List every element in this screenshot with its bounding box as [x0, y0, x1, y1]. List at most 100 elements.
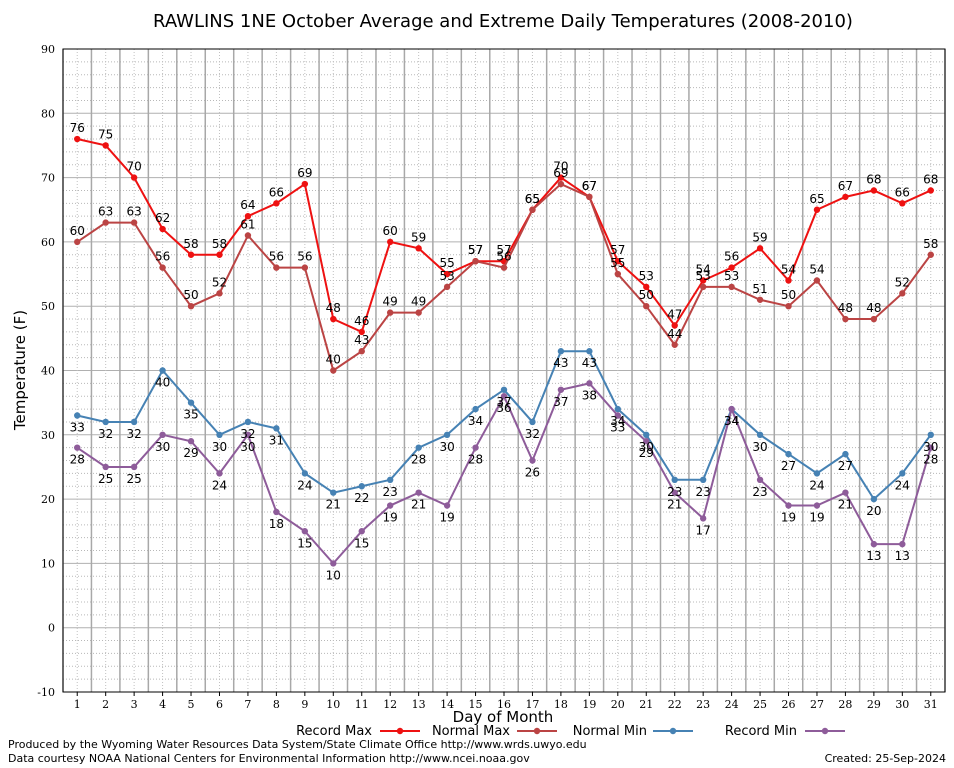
data-label: 59 [752, 230, 767, 244]
data-label: 28 [411, 453, 426, 467]
data-label: 54 [781, 262, 796, 276]
data-point [927, 251, 934, 258]
data-label: 30 [155, 440, 170, 454]
data-label: 35 [183, 408, 198, 422]
data-point [614, 405, 622, 413]
x-axis-ticks: 1 2 3 4 5 6 7 8 9 10 11 12 13 14 15 16 17 18 19 20 21 22 23 24 2… [74, 692, 938, 711]
data-label: 25 [98, 472, 113, 486]
data-point [216, 431, 223, 438]
data-label: 56 [155, 250, 170, 264]
data-point [643, 303, 650, 310]
data-point [671, 489, 678, 496]
data-point [187, 438, 195, 445]
data-point [529, 457, 536, 464]
data-point [358, 348, 365, 355]
data-label: 67 [582, 179, 597, 193]
data-label: 76 [70, 121, 85, 135]
data-point [500, 393, 508, 400]
data-point [500, 386, 508, 393]
x-tick-label: 18 [554, 698, 568, 711]
y-axis-ticks: -10 0 10 20 30 40 50 60 70 80 90 [37, 43, 55, 699]
data-point [927, 431, 934, 438]
data-point [557, 348, 565, 355]
data-label: 68 [923, 172, 938, 186]
legend-item: Normal Max [432, 724, 557, 739]
x-tick-label: 11 [355, 698, 369, 711]
data-label: 20 [866, 504, 881, 518]
data-label: 62 [155, 211, 170, 225]
data-point [472, 444, 479, 451]
data-point [927, 444, 934, 451]
footer-produced-by: Produced by the Wyoming Water Resources … [8, 738, 587, 751]
data-point [671, 322, 678, 329]
x-tick-label: 15 [469, 698, 483, 711]
data-point [187, 399, 195, 406]
data-point [927, 187, 934, 194]
data-point [899, 470, 906, 477]
data-label: 59 [411, 230, 426, 244]
data-label: 32 [240, 427, 255, 441]
data-label: 64 [240, 198, 255, 212]
data-point [386, 476, 394, 484]
data-point [273, 508, 280, 516]
data-label: 37 [553, 395, 568, 409]
data-label: 49 [411, 295, 426, 309]
data-point [216, 251, 223, 258]
data-point [842, 315, 849, 323]
chart-title: RAWLINS 1NE October Average and Extreme … [153, 11, 853, 32]
x-tick-label: 19 [582, 698, 596, 711]
data-label: 36 [496, 401, 511, 415]
y-tick-label: 80 [41, 107, 55, 120]
data-label: 65 [525, 192, 540, 206]
x-tick-label: 7 [244, 698, 251, 711]
data-point [102, 463, 109, 471]
series-record-min [74, 380, 934, 567]
data-label: 18 [269, 517, 284, 531]
data-point [699, 277, 707, 284]
data-label: 69 [297, 166, 312, 180]
x-tick-label: 31 [924, 698, 938, 711]
data-label: 44 [667, 327, 682, 341]
x-tick-label: 14 [440, 698, 454, 711]
data-label: 23 [752, 485, 767, 499]
legend-item: Record Min [725, 724, 845, 739]
data-label: 31 [269, 433, 284, 447]
data-label: 54 [696, 262, 711, 276]
data-point [728, 283, 735, 291]
x-tick-label: 2 [102, 698, 109, 711]
data-point [813, 470, 821, 477]
x-tick-label: 17 [525, 698, 539, 711]
data-point [557, 386, 565, 393]
data-label: 40 [155, 376, 170, 390]
data-point [557, 174, 565, 181]
data-point [330, 367, 337, 374]
legend-item: Normal Min [573, 724, 693, 739]
data-point [500, 264, 508, 271]
y-tick-label: 70 [41, 172, 55, 185]
data-point [301, 528, 309, 535]
data-label: 49 [383, 295, 398, 309]
data-point [728, 405, 735, 413]
data-point [529, 418, 536, 426]
data-point [130, 174, 138, 181]
data-label: 33 [70, 421, 85, 435]
data-label: 19 [439, 511, 454, 525]
data-label: 58 [923, 237, 938, 251]
x-tick-label: 29 [867, 698, 881, 711]
data-point [330, 489, 337, 496]
data-point [74, 444, 81, 451]
y-tick-label: 20 [41, 493, 55, 506]
data-label: 48 [866, 301, 881, 315]
data-label: 17 [696, 523, 711, 537]
data-label: 51 [752, 282, 767, 296]
data-label: 32 [525, 427, 540, 441]
x-tick-label: 27 [810, 698, 824, 711]
data-label: 13 [895, 549, 910, 563]
data-label: 30 [639, 440, 654, 454]
x-tick-label: 26 [782, 698, 796, 711]
data-label: 70 [553, 160, 568, 174]
data-point [870, 187, 878, 194]
data-point [386, 502, 394, 509]
data-label: 57 [496, 243, 511, 257]
